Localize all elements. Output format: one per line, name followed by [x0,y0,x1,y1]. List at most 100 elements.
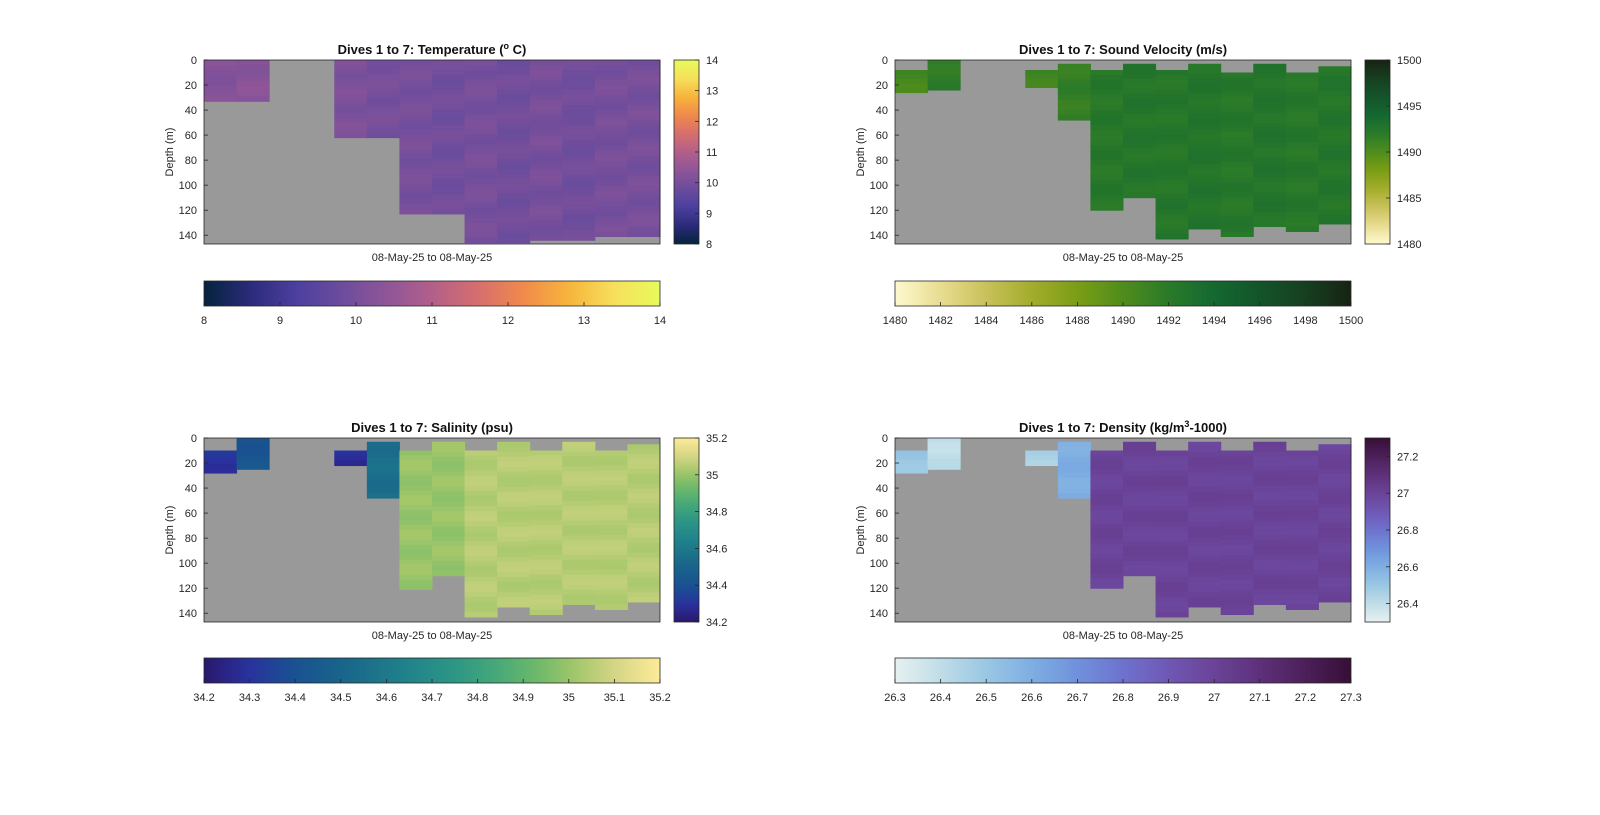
profile-cell [1155,526,1189,532]
y-tick-label: 60 [876,130,888,142]
profile-cell [1318,95,1352,102]
y-tick-label: 120 [179,583,197,595]
profile-cell [497,222,531,229]
profile-cell [1188,168,1222,175]
side-colorbar [1364,437,1391,623]
profile-cell [1220,465,1254,471]
profile-cell [1188,78,1222,85]
profile-cell [464,455,498,462]
profile-cell [1155,485,1189,492]
x-axis-label: 08-May-25 to 08-May-25 [372,630,492,642]
profile-cell [627,503,661,509]
bottom-colorbar-tick-label: 27.3 [1340,692,1361,704]
profile-cell [1285,455,1319,461]
profile-cell [1188,466,1222,473]
profile-cell [1188,506,1222,513]
profile-cell [562,65,596,71]
profile-cell [432,189,466,195]
side-colorbar-tick-label: 14 [706,55,718,67]
profile-cell [334,84,368,90]
profile-cell [432,496,466,502]
profile-cell [366,69,400,76]
profile-cell [627,463,661,470]
profile-cell [1090,455,1124,461]
profile-cell [1285,147,1319,153]
profile-cell [1155,219,1189,225]
profile-cell [562,466,596,472]
profile-cell [627,468,661,475]
profile-cell [464,606,498,613]
profile-cell [562,496,596,502]
profile-cell [399,184,433,190]
profile-cell [1188,446,1222,453]
profile-cell [1123,441,1157,448]
profile-cell [399,99,433,106]
profile-cell [627,488,661,495]
side-colorbar-tick-label: 35.2 [706,433,727,445]
profile-cell [497,153,531,160]
profile-cell [204,60,238,66]
profile-cell [1253,525,1287,532]
profile-cell [562,594,596,601]
profile-cell [562,100,596,106]
profile-cell [562,565,596,571]
profile-cell [1123,550,1157,557]
profile-cell [1188,133,1222,140]
profile-cell [562,165,596,171]
profile-cell [432,164,466,170]
profile-cell [1057,89,1091,95]
profile-cell [1253,569,1287,576]
profile-cell [1057,472,1091,479]
y-tick-label: 0 [191,433,197,445]
profile-cell [399,510,433,516]
profile-cell [334,98,368,105]
profile-cell [1155,531,1189,537]
profile-cell [529,195,563,201]
profile-cell [1155,214,1189,220]
profile-cell [529,525,563,531]
profile-cell [594,175,628,182]
profile-cell [366,462,400,468]
profile-cell [1155,511,1189,517]
profile-cell [627,597,661,603]
profile-cell [497,89,531,96]
profile-cell [366,467,400,473]
profile-cell [497,84,531,91]
profile-cell [1285,594,1319,601]
y-tick-label: 120 [870,205,888,217]
profile-cell [432,184,466,190]
profile-cell [529,495,563,501]
profile-cell [204,75,238,82]
profile-cell [1155,475,1189,482]
side-colorbar-tick-label: 13 [706,86,718,98]
profile-cell [562,75,596,81]
profile-cell [497,193,531,199]
profile-cell [1090,95,1124,101]
profile-cell [627,523,661,529]
profile-cell [1220,455,1254,461]
profile-cell [399,500,433,506]
profile-cell [1188,108,1222,115]
profile-cell [594,206,628,212]
y-tick-label: 80 [876,533,888,545]
y-tick-label: 80 [185,155,197,167]
profile-cell [529,105,563,111]
profile-cell [1253,88,1287,94]
profile-cell [1155,576,1189,583]
profile-cell [1220,166,1254,173]
profile-cell [432,104,466,111]
profile-cell [1253,172,1287,178]
profile-cell [1253,530,1287,536]
profile-cell [334,74,368,80]
bottom-colorbar-tick-label: 12 [502,315,514,327]
profile-cell [1057,482,1091,489]
profile-cell [1318,532,1352,539]
profile-cell [236,90,270,97]
profile-cell [529,200,563,206]
profile-cell [1318,130,1352,136]
profile-cell [627,150,661,157]
profile-cell [529,115,563,121]
profile-cell [464,114,498,120]
profile-cell [1220,127,1254,133]
profile-cell [1123,506,1157,512]
